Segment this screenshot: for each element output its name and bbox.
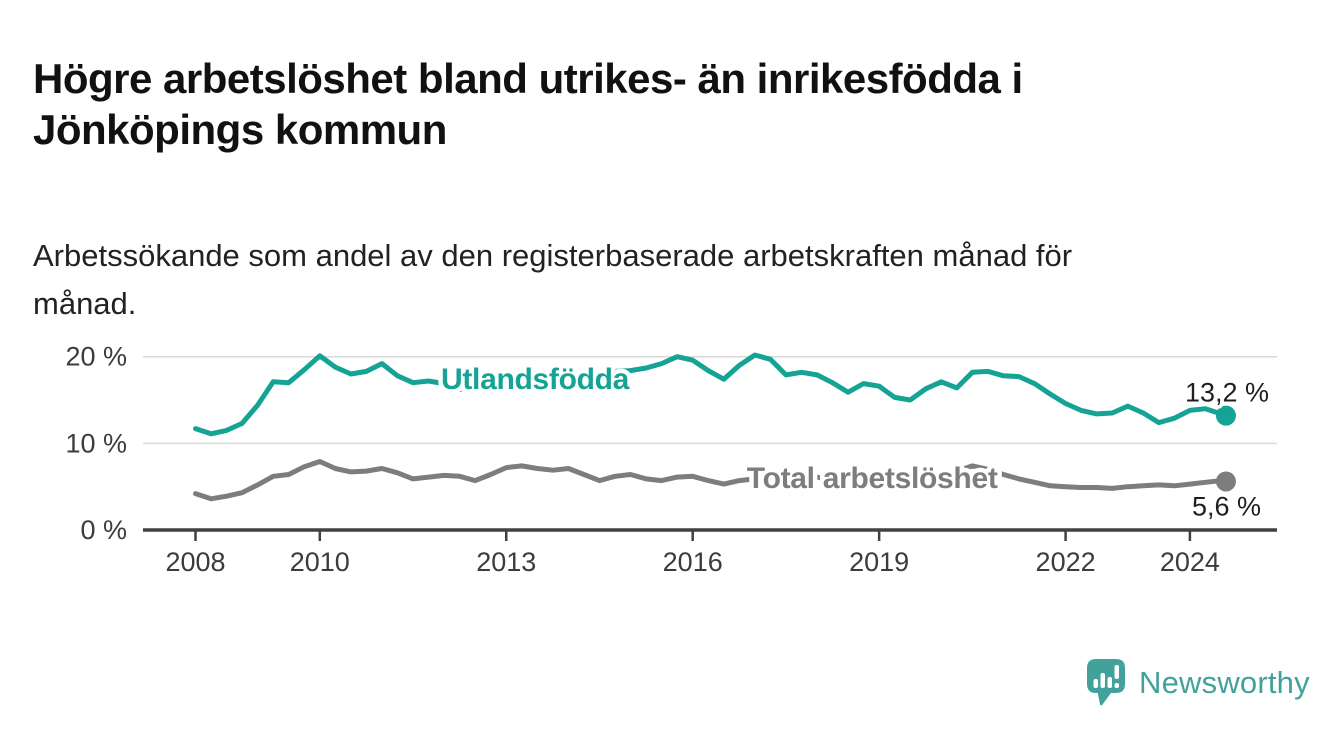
y-axis-label: 0 % [80, 515, 127, 545]
newsworthy-wordmark: Newsworthy [1139, 665, 1310, 700]
end-dot-total [1215, 471, 1236, 492]
x-axis-label: 2008 [165, 547, 225, 577]
x-axis-label: 2013 [476, 547, 536, 577]
page-subtitle: Arbetssökande som andel av den registerb… [33, 232, 1273, 328]
newsworthy-icon [1087, 659, 1125, 706]
exclamation-stem [1114, 665, 1119, 679]
bar-3 [1107, 677, 1112, 688]
x-axis-label: 2024 [1160, 547, 1220, 577]
series-label-total: Total arbetslöshet [747, 462, 998, 495]
end-value-label-total: 5,6 % [1192, 491, 1261, 521]
exclamation-dot [1114, 683, 1119, 688]
end-value-label-utlandsfodda: 13,2 % [1185, 378, 1269, 408]
x-axis-label: 2019 [849, 547, 909, 577]
unemployment-line-chart: 0 % 10 % 20 % 2008 2010 2013 2016 2019 2022 2024 U… [65, 342, 1277, 577]
bar-1 [1093, 679, 1098, 688]
speech-bubble-shape [1087, 659, 1125, 706]
series-line-utlandsfodda [193, 352, 1229, 437]
y-axis-label: 10 % [65, 428, 127, 458]
page-title-line-1: Högre arbetslöshet bland utrikes- än inr… [33, 55, 1023, 103]
page-title-line-2: Jönköpings kommun [33, 105, 447, 153]
end-dot-utlandsfodda [1215, 405, 1236, 426]
y-axis-label: 20 % [65, 342, 127, 372]
x-axis-label: 2016 [663, 547, 723, 577]
newsworthy-logo: Newsworthy [1086, 658, 1310, 708]
page-subtitle-line-1: Arbetssökande som andel av den registerb… [33, 238, 1073, 273]
x-axis-label: 2022 [1036, 547, 1096, 577]
page-title: Högre arbetslöshet bland utrikes- än inr… [33, 54, 1313, 155]
series-line-total [193, 459, 1229, 502]
series-label-utlandsfodda: Utlandsfödda [441, 363, 630, 396]
x-axis-label: 2010 [290, 547, 350, 577]
page-subtitle-line-2: månad. [33, 286, 137, 322]
bar-2 [1100, 673, 1105, 688]
